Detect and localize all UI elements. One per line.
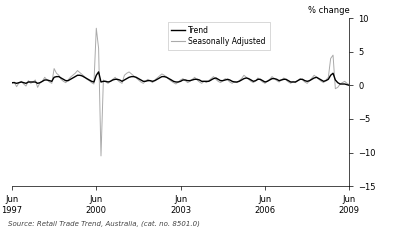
Legend: Trend, Seasonally Adjusted: Trend, Seasonally Adjusted [168,22,270,50]
Text: % change: % change [308,6,349,15]
Text: Source: Retail Trade Trend, Australia, (cat. no. 8501.0): Source: Retail Trade Trend, Australia, (… [8,220,200,227]
